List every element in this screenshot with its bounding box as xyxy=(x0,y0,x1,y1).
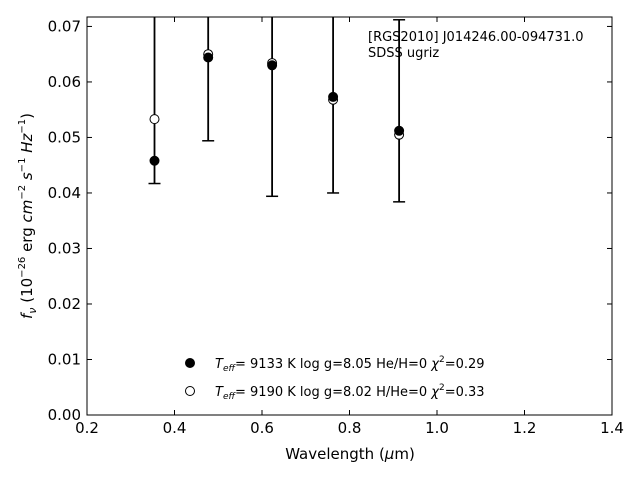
x-tick-label: 1.2 xyxy=(513,419,537,437)
annotation-line-2: SDSS ugriz xyxy=(368,46,439,61)
legend-entry-2: Teff= 9190 K log g=8.02 H/He=0 χ2=0.33 xyxy=(215,383,485,402)
y-tick-label: 0.01 xyxy=(48,350,81,368)
y-tick-label: 0.02 xyxy=(48,295,81,313)
legend: Teff= 9133 K log g=8.05 He/H=0 χ2=0.29 T… xyxy=(185,355,485,402)
error-bars xyxy=(148,17,406,203)
legend-marker-open xyxy=(185,386,195,396)
x-tick-label: 0.4 xyxy=(163,419,187,437)
y-tick-label: 0.04 xyxy=(48,184,81,202)
x-axis-label: Wavelength (μm) xyxy=(285,445,415,463)
y-axis: 0.00 0.01 0.02 0.03 0.04 0.05 0.06 0.07 xyxy=(48,17,612,424)
y-tick-label: 0.05 xyxy=(48,128,81,146)
x-axis: 0.2 0.4 0.6 0.8 1.0 1.2 1.4 xyxy=(75,17,624,437)
legend-marker-filled xyxy=(185,358,195,368)
y-tick-label: 0.07 xyxy=(48,17,81,35)
plot-area xyxy=(86,16,613,416)
legend-entry-1: Teff= 9133 K log g=8.05 He/H=0 χ2=0.29 xyxy=(215,355,485,374)
x-tick-label: 0.2 xyxy=(75,419,99,437)
x-tick-label: 0.6 xyxy=(250,419,274,437)
y-tick-label: 0.06 xyxy=(48,73,81,91)
annotation-line-1: [RGS2010] J014246.00-094731.0 xyxy=(368,30,584,45)
x-tick-label: 0.8 xyxy=(338,419,362,437)
marker-filled xyxy=(267,60,278,71)
marker-filled xyxy=(203,52,214,63)
marker-open xyxy=(149,114,160,125)
marker-filled xyxy=(328,91,339,102)
x-tick-label: 1.4 xyxy=(600,419,624,437)
plot-frame xyxy=(86,16,613,416)
marker-filled xyxy=(394,125,405,136)
x-tick-label: 1.0 xyxy=(425,419,449,437)
y-axis-label: fν (10−26 erg cm−2 s−1 Hz−1) xyxy=(17,113,39,319)
marker-filled xyxy=(149,155,160,166)
y-tick-label: 0.00 xyxy=(48,406,81,424)
data-markers xyxy=(149,49,405,166)
y-tick-label: 0.03 xyxy=(48,239,81,257)
